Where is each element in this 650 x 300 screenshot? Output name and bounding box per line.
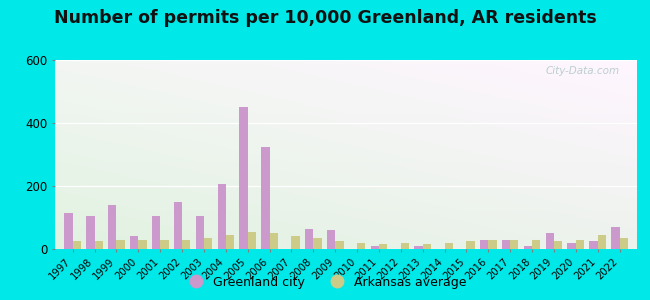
Bar (270, 233, 278, 249)
Bar (130, 236, 138, 249)
Bar (619, 238, 628, 249)
Bar (480, 239, 488, 249)
Bar (422, 244, 431, 249)
Bar (502, 239, 510, 249)
Bar (445, 243, 453, 249)
Bar (182, 239, 190, 249)
Bar (327, 230, 335, 249)
Bar (611, 227, 619, 249)
Bar (590, 241, 597, 249)
Bar (335, 241, 343, 249)
Bar (226, 235, 234, 249)
Bar (467, 241, 474, 249)
Bar (524, 246, 532, 249)
Bar (305, 229, 313, 249)
Bar (64, 213, 73, 249)
Bar (261, 147, 270, 249)
Bar (291, 236, 300, 249)
Bar (545, 233, 554, 249)
Bar (152, 216, 161, 249)
Bar (488, 239, 497, 249)
Legend: Greenland city, Arkansas average: Greenland city, Arkansas average (179, 271, 471, 294)
Bar (313, 238, 322, 249)
Bar (73, 241, 81, 249)
Bar (116, 239, 125, 249)
Bar (357, 243, 365, 249)
Bar (218, 184, 226, 249)
Bar (597, 235, 606, 249)
Bar (370, 246, 379, 249)
Text: Number of permits per 10,000 Greenland, AR residents: Number of permits per 10,000 Greenland, … (53, 9, 597, 27)
Bar (196, 216, 204, 249)
Bar (567, 243, 576, 249)
Bar (576, 239, 584, 249)
Bar (239, 107, 248, 249)
Text: City-Data.com: City-Data.com (545, 66, 619, 76)
Bar (379, 244, 387, 249)
Bar (248, 232, 256, 249)
Bar (108, 205, 116, 249)
Bar (401, 243, 409, 249)
Bar (414, 246, 422, 249)
Bar (532, 239, 540, 249)
Bar (204, 238, 213, 249)
Bar (554, 241, 562, 249)
Bar (86, 216, 95, 249)
Bar (174, 202, 182, 249)
Bar (95, 241, 103, 249)
Bar (161, 239, 168, 249)
Bar (138, 239, 147, 249)
Bar (510, 239, 519, 249)
